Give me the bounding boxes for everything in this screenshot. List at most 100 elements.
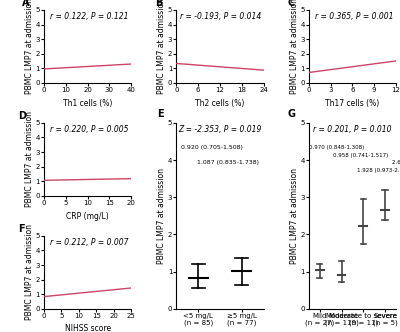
- Point: [364, 63, 371, 68]
- Point: [379, 61, 385, 66]
- Point: [80, 56, 86, 62]
- Point: [103, 283, 109, 288]
- Point: [246, 228, 253, 233]
- Point: [90, 66, 96, 71]
- Point: [194, 271, 201, 276]
- Point: [197, 281, 203, 286]
- Point: [336, 269, 342, 274]
- Point: [184, 58, 190, 63]
- Point: [337, 259, 344, 264]
- Point: [97, 172, 103, 177]
- Point: [84, 278, 90, 284]
- Point: [98, 173, 104, 178]
- Point: [346, 58, 352, 63]
- Point: [57, 171, 64, 176]
- Point: [60, 286, 67, 291]
- Text: C: C: [287, 0, 294, 8]
- Point: [82, 65, 89, 70]
- Point: [51, 171, 57, 176]
- Point: [332, 71, 338, 76]
- Point: [324, 67, 330, 73]
- Point: [196, 285, 202, 290]
- Point: [311, 77, 318, 82]
- Point: [237, 267, 244, 272]
- Point: [68, 71, 75, 76]
- Point: [74, 299, 80, 304]
- Point: [55, 275, 62, 281]
- Point: [194, 271, 200, 276]
- Point: [240, 57, 247, 62]
- Point: [107, 279, 113, 284]
- Point: [314, 268, 320, 273]
- Point: [384, 217, 391, 223]
- Point: [384, 226, 390, 232]
- Point: [119, 285, 126, 290]
- Point: [56, 54, 62, 59]
- Point: [47, 59, 54, 64]
- Point: [50, 65, 56, 70]
- Point: [70, 282, 77, 288]
- Point: [112, 286, 118, 291]
- Point: [79, 300, 86, 305]
- Point: [87, 183, 94, 189]
- Point: [338, 194, 344, 200]
- Point: [327, 64, 333, 69]
- Point: [234, 277, 240, 282]
- Point: [384, 51, 390, 57]
- Point: [106, 64, 112, 69]
- Point: [189, 259, 195, 264]
- Point: [236, 64, 242, 69]
- Point: [341, 272, 347, 278]
- Point: [99, 61, 106, 66]
- Point: [70, 290, 76, 296]
- Point: [50, 166, 57, 171]
- Point: [94, 59, 101, 64]
- Point: [94, 276, 101, 281]
- Point: [66, 189, 72, 195]
- Point: [354, 62, 360, 67]
- Point: [50, 60, 56, 65]
- Point: [201, 260, 207, 266]
- Point: [234, 272, 241, 277]
- Point: [72, 188, 79, 194]
- Point: [244, 286, 251, 291]
- Point: [358, 246, 364, 252]
- Point: [58, 171, 64, 177]
- Text: r = 0.365, P = 0.001: r = 0.365, P = 0.001: [315, 12, 393, 21]
- Point: [86, 179, 92, 184]
- Point: [97, 168, 104, 173]
- Point: [381, 52, 388, 57]
- Point: [336, 243, 342, 249]
- Point: [58, 175, 64, 180]
- Point: [72, 193, 78, 198]
- Point: [52, 171, 58, 177]
- Point: [72, 175, 79, 180]
- Point: [79, 58, 85, 64]
- Point: [88, 186, 94, 192]
- Point: [77, 56, 83, 61]
- Point: [202, 277, 208, 283]
- Point: [198, 279, 204, 285]
- Point: [66, 178, 72, 183]
- X-axis label: Th17 cells (%): Th17 cells (%): [325, 99, 380, 108]
- Point: [111, 161, 118, 166]
- Point: [238, 284, 245, 289]
- Point: [92, 60, 99, 65]
- Point: [314, 67, 321, 72]
- Point: [88, 300, 95, 305]
- Point: [315, 278, 321, 283]
- Point: [182, 69, 188, 74]
- Point: [359, 62, 366, 67]
- Point: [112, 48, 118, 54]
- Point: [51, 78, 57, 83]
- Point: [226, 68, 232, 73]
- Point: [199, 244, 206, 249]
- Point: [96, 292, 103, 297]
- Point: [364, 62, 370, 67]
- Point: [102, 274, 109, 279]
- Point: [110, 58, 116, 63]
- Point: [47, 61, 53, 67]
- Point: [74, 300, 81, 305]
- Point: [65, 59, 72, 64]
- Point: [340, 296, 347, 302]
